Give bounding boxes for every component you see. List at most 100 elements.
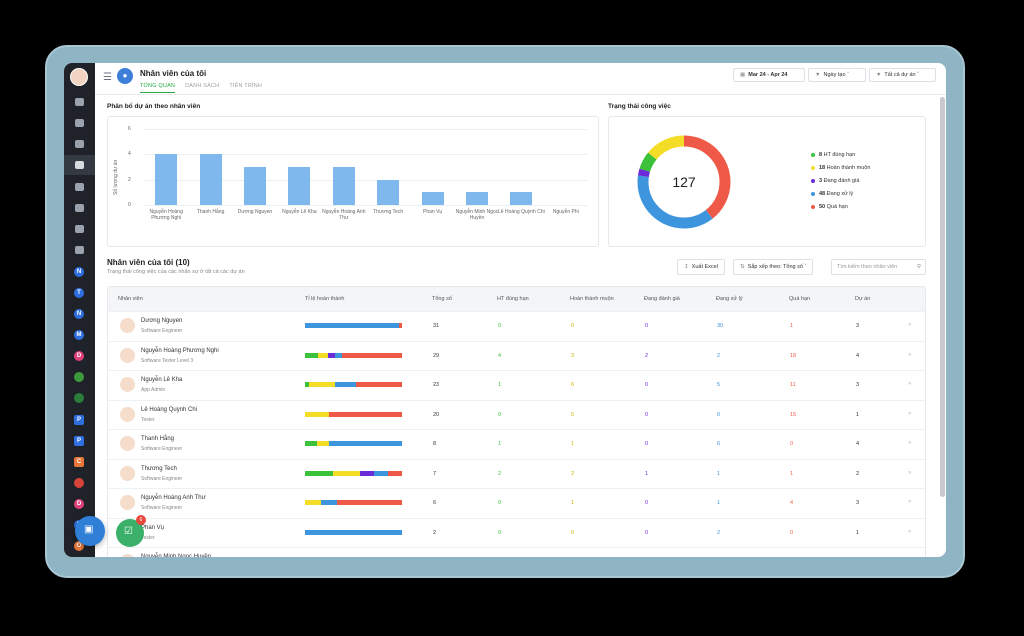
bar-4[interactable]: [332, 167, 355, 205]
table-row[interactable]: Nguyễn Hoàng Anh Thư Software Engineer 6 0 1…: [108, 488, 925, 518]
sort-total-dropdown[interactable]: ⇅ Sắp xếp theo: Tổng số ˇ: [733, 259, 814, 275]
project-dropdown[interactable]: ▼ Tất cả dự án ˇ: [869, 68, 936, 82]
employee-name[interactable]: Thanh Hằng: [141, 436, 175, 442]
table-row[interactable]: Dương Nguyen Software Engineer 31 0 0 0 30 1 3 »: [108, 311, 925, 341]
column-header[interactable]: Hoàn thành muộn: [570, 296, 614, 302]
employee-name[interactable]: Lê Hoàng Quỳnh Chi: [141, 406, 198, 413]
workspace-t-icon[interactable]: T: [74, 288, 84, 298]
employee-name[interactable]: Nguyễn Lê Kha: [141, 377, 183, 383]
cell-overdue: 18: [790, 352, 797, 359]
column-header[interactable]: Đang xử lý: [716, 296, 743, 302]
employee-name[interactable]: Thương Tech: [141, 465, 177, 472]
column-header[interactable]: HT đúng hạn: [497, 296, 529, 302]
legend-item: 50 Quá hạn: [811, 204, 848, 210]
row-expand-icon[interactable]: »: [908, 469, 912, 476]
workspace-d2-icon[interactable]: D: [74, 499, 84, 509]
cell-projects: 3: [856, 323, 860, 329]
home-icon[interactable]: [75, 119, 84, 127]
table-row[interactable]: Nguyễn Hoàng Phương Nghi Software Tester …: [108, 340, 925, 371]
column-header[interactable]: Tỉ lệ hoàn thành: [305, 296, 345, 302]
folder-icon[interactable]: [75, 183, 84, 191]
row-expand-icon[interactable]: »: [908, 322, 912, 328]
chart-icon[interactable]: [75, 246, 84, 254]
cell-review: 1: [645, 470, 649, 477]
bar-5[interactable]: [377, 179, 400, 205]
checklist-icon[interactable]: [75, 140, 84, 148]
bell-icon[interactable]: [75, 98, 84, 106]
chat-fab[interactable]: ▣: [75, 516, 105, 546]
people-icon[interactable]: [75, 161, 84, 169]
completion-segment: [388, 470, 402, 476]
bar-7[interactable]: [466, 192, 488, 205]
legend-count: 8: [819, 152, 824, 158]
status-chart-title: Trạng thái công việc: [608, 103, 671, 110]
bar-3[interactable]: [288, 167, 311, 205]
task-fab[interactable]: ☑ 6: [116, 515, 146, 547]
donut-slice-1[interactable]: [637, 135, 731, 229]
workspace-p-icon[interactable]: P: [74, 415, 84, 425]
completion-segment: [321, 500, 338, 505]
cell-overdue: 0: [790, 529, 794, 536]
employee-name[interactable]: Phan Vụ: [141, 524, 165, 531]
tab-progress[interactable]: TIẾN TRÌNH: [229, 83, 263, 89]
cell-total: 2: [433, 529, 437, 536]
avatar: [120, 554, 135, 557]
row-expand-icon[interactable]: »: [908, 528, 912, 535]
date-range-picker[interactable]: ▦ Mar 24 - Apr 24: [733, 68, 805, 82]
scrollbar[interactable]: [940, 97, 945, 497]
y-tick-label: 4: [128, 151, 131, 158]
user-avatar[interactable]: [70, 68, 88, 86]
bar-1[interactable]: [199, 154, 222, 205]
row-expand-icon[interactable]: »: [908, 410, 912, 417]
workspace-p2-icon[interactable]: P: [74, 436, 84, 446]
bar-0[interactable]: [155, 154, 178, 205]
employee-name[interactable]: Nguyễn Hoàng Anh Thư: [141, 495, 206, 501]
donut-slice-3[interactable]: [637, 135, 731, 229]
cell-late: 0: [571, 323, 575, 329]
table-row[interactable]: Nguyễn Lê Kha App Admin 23 1 6 0 5 11 3 »: [108, 370, 925, 400]
sort-dropdown[interactable]: ▼ Ngày tạo ˇ: [808, 68, 866, 82]
workspace-c-icon[interactable]: C: [74, 457, 84, 467]
row-expand-icon[interactable]: »: [908, 381, 912, 387]
column-header[interactable]: Quá hạn: [789, 296, 811, 302]
row-expand-icon[interactable]: »: [908, 499, 912, 505]
row-expand-icon[interactable]: »: [908, 351, 912, 358]
column-header[interactable]: Tổng số: [432, 296, 452, 302]
employee-name[interactable]: Nguyễn Hoàng Phương Nghi: [141, 347, 219, 354]
table-row[interactable]: Nguyễn Minh Ngọc Huyền»: [108, 547, 925, 557]
user-group-icon[interactable]: [75, 225, 84, 233]
top-bar: ☰ ● Nhân viên của tôi TỔNG QUAN DANH SÁC…: [95, 63, 946, 95]
column-header[interactable]: Nhân viên: [118, 296, 143, 302]
tab-list[interactable]: DANH SÁCH: [185, 83, 220, 89]
workspace-n2-icon[interactable]: N: [74, 309, 84, 319]
cell-late: 1: [571, 500, 575, 506]
workspace-plant-icon[interactable]: [74, 372, 84, 382]
table-row[interactable]: Lê Hoàng Quỳnh Chi Tester 20 0 5 0 0 15 1 »: [108, 399, 925, 430]
workspace-m-icon[interactable]: M: [74, 330, 84, 340]
workspace-red-icon[interactable]: [74, 478, 84, 488]
employee-search-input[interactable]: Tìm kiếm theo nhân viên ⚲: [831, 259, 926, 275]
column-header[interactable]: Dự án: [855, 296, 871, 302]
bar-2[interactable]: [244, 167, 266, 205]
document-icon[interactable]: [75, 204, 84, 212]
table-row[interactable]: Phan Vụ Tester 2 0 0 0 2 0 1 »: [108, 517, 925, 548]
menu-icon[interactable]: ☰: [103, 72, 112, 83]
cell-ontime: 2: [498, 470, 502, 477]
employee-name[interactable]: Nguyễn Minh Ngọc Huyền: [141, 554, 212, 557]
row-expand-icon[interactable]: »: [908, 440, 912, 446]
cell-total: 7: [433, 470, 437, 477]
download-icon: ↧: [684, 264, 689, 270]
workspace-leaf-icon[interactable]: [74, 393, 84, 403]
employee-role: Software Tester Level 3: [141, 357, 194, 364]
workspace-n-icon[interactable]: N: [74, 267, 84, 277]
export-excel-button[interactable]: ↧ Xuất Excel: [677, 259, 725, 275]
table-row[interactable]: Thương Tech Software Engineer 7 2 2 1 1 1 2 »: [108, 458, 925, 489]
workspace-d-icon[interactable]: D: [74, 351, 84, 361]
employee-name[interactable]: Dương Nguyen: [141, 318, 183, 324]
bar-6[interactable]: [421, 192, 444, 205]
table-row[interactable]: Thanh Hằng Software Engineer 8 1 1 0 6 0 4 »: [108, 429, 925, 459]
workspace-o-icon[interactable]: O: [74, 541, 84, 551]
column-header[interactable]: Đang đánh giá: [644, 296, 680, 302]
bar-8[interactable]: [510, 192, 533, 205]
tab-overview[interactable]: TỔNG QUAN: [140, 83, 176, 93]
